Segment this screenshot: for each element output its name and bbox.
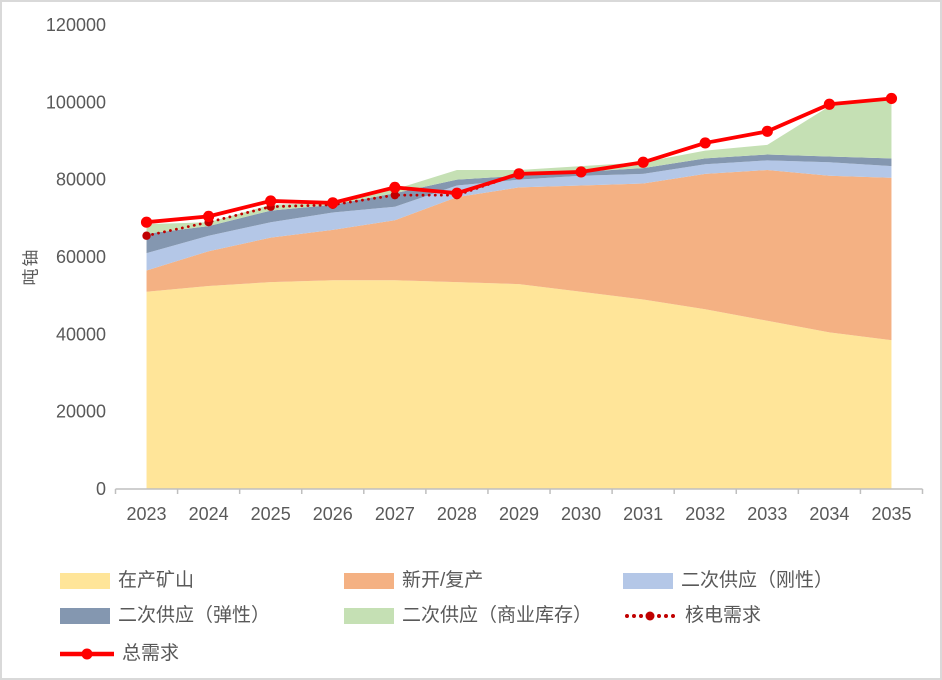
marker-total-demand	[699, 137, 711, 149]
x-axis-tick-label: 2024	[189, 504, 229, 524]
marker-total-demand	[823, 98, 835, 110]
area-new-or-restarted-mines	[146, 170, 892, 341]
legend-item-secondary-supply-commercial-inventory: 二次供应（商业库存）	[344, 605, 592, 627]
marker-nuclear-power-demand	[390, 190, 400, 200]
legend-label-secondary-supply-commercial-inventory: 二次供应（商业库存）	[402, 605, 593, 626]
legend-item-total-demand: 总需求	[60, 643, 179, 665]
y-axis-tick-label: 20000	[56, 402, 106, 422]
marker-total-demand	[140, 216, 153, 228]
legend-item-secondary-supply-flexible: 二次供应（弹性）	[60, 605, 270, 627]
x-axis-tick-label: 2035	[871, 504, 911, 524]
legend-item-nuclear-power-demand: 核电需求	[623, 605, 761, 627]
x-axis-tick-label: 2032	[685, 504, 725, 524]
marker-total-demand	[389, 181, 401, 193]
secondary-supply-flexible-swatch-icon	[60, 608, 110, 624]
marker-total-demand	[203, 210, 215, 222]
x-axis-tick-label: 2023	[127, 504, 167, 524]
x-axis-tick-label: 2028	[437, 504, 477, 524]
y-axis-tick-label: 80000	[56, 170, 106, 190]
marker-total-demand	[327, 197, 339, 209]
marker-total-demand	[637, 156, 649, 168]
marker-total-demand	[885, 92, 898, 105]
x-axis-tick-label: 2034	[809, 504, 849, 524]
x-axis-tick-label: 2030	[561, 504, 601, 524]
nuclear-power-demand-dotted-line-icon	[623, 607, 677, 625]
legend-item-new-or-restarted-mines: 新开/复产	[344, 570, 483, 592]
legend-item-producing-mines: 在产矿山	[60, 570, 194, 592]
y-axis-title: 吨铀	[21, 247, 41, 286]
y-axis-tick-label: 0	[96, 479, 106, 499]
legend-label-total-demand: 总需求	[122, 643, 180, 664]
secondary-supply-rigid-swatch-icon	[623, 573, 673, 589]
area-producing-mines	[146, 280, 892, 489]
area-secondary-supply-rigid	[146, 160, 892, 271]
y-axis-tick-label: 40000	[56, 324, 106, 344]
marker-total-demand	[575, 166, 587, 178]
marker-total-demand	[451, 187, 463, 199]
legend-label-new-or-restarted-mines: 新开/复产	[402, 570, 484, 591]
x-axis-tick-label: 2033	[747, 504, 787, 524]
producing-mines-swatch-icon	[60, 573, 110, 589]
marker-total-demand	[265, 195, 277, 207]
total-demand-line-icon	[60, 645, 114, 663]
legend-label-secondary-supply-rigid: 二次供应（刚性）	[681, 570, 834, 591]
marker-nuclear-power-demand	[142, 231, 151, 240]
area-secondary-supply-commercial-inventory	[146, 98, 892, 234]
legend-label-nuclear-power-demand: 核电需求	[685, 605, 762, 626]
new-or-restarted-mines-swatch-icon	[344, 573, 394, 589]
legend-label-producing-mines: 在产矿山	[118, 570, 195, 591]
x-axis-tick-label: 2027	[375, 504, 415, 524]
y-axis-tick-label: 120000	[46, 15, 106, 35]
y-axis-tick-label: 100000	[46, 92, 106, 112]
legend-item-secondary-supply-rigid: 二次供应（刚性）	[623, 570, 833, 592]
legend-label-secondary-supply-flexible: 二次供应（弹性）	[118, 605, 271, 626]
secondary-supply-commercial-inventory-swatch-icon	[344, 608, 394, 624]
marker-total-demand	[761, 125, 773, 137]
marker-total-demand	[513, 168, 525, 180]
x-axis-tick-label: 2026	[313, 504, 353, 524]
y-axis-tick-label: 60000	[56, 247, 106, 267]
x-axis-tick-label: 2031	[623, 504, 663, 524]
x-axis-tick-label: 2029	[499, 504, 539, 524]
x-axis-tick-label: 2025	[251, 504, 291, 524]
